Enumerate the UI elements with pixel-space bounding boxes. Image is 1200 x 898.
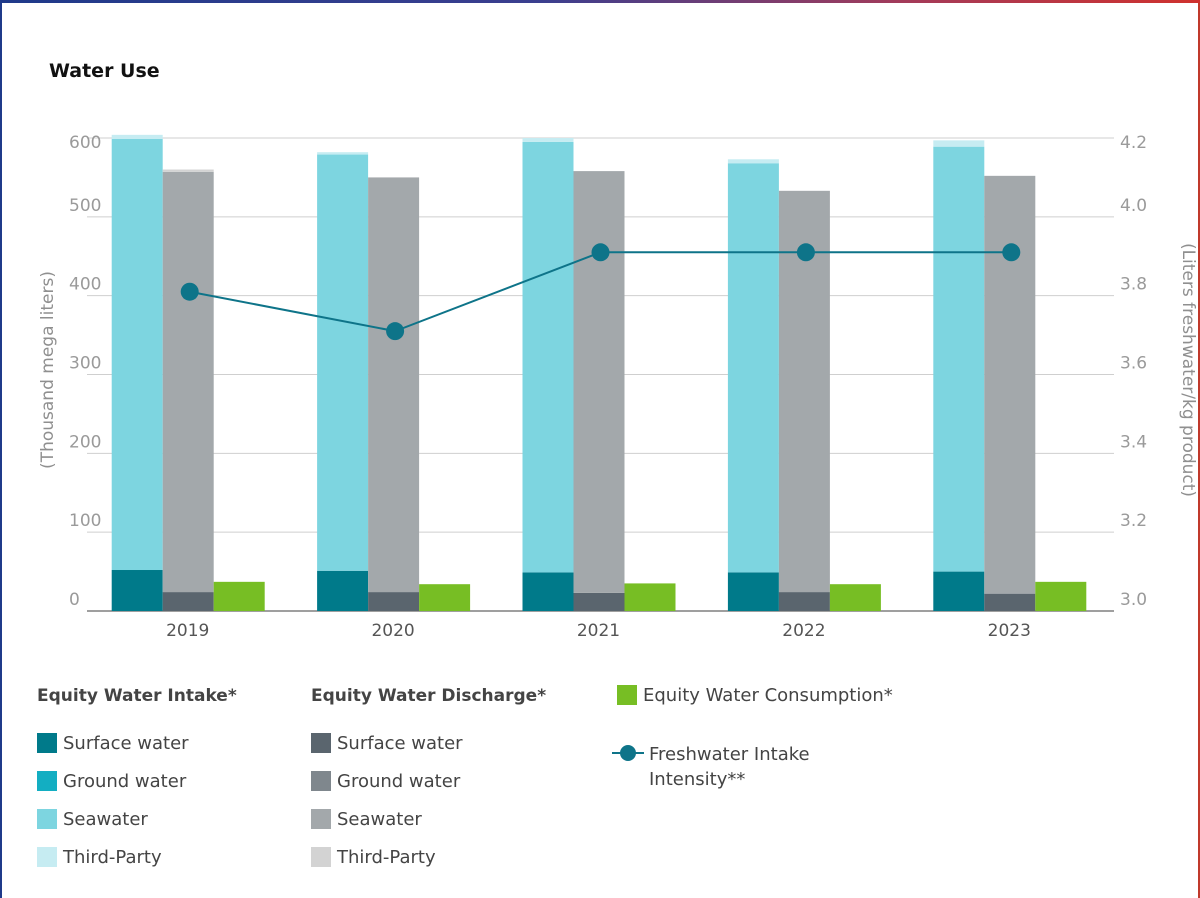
bar-discharge-third-party xyxy=(162,169,214,172)
legend: Equity Water Intake* Equity Water Dischar… xyxy=(37,685,893,868)
right-y-axis-ticks: 4.2 4.0 3.8 3.6 3.4 3.2 3.0 xyxy=(1120,133,1147,610)
bar-intake-surface-water xyxy=(933,571,985,611)
bar-intake-seawater xyxy=(727,163,779,573)
legend-swatch xyxy=(311,771,331,791)
bar-consumption xyxy=(624,583,676,611)
bar-consumption xyxy=(419,584,471,611)
intensity-point xyxy=(591,243,610,262)
bar-intake-third-party xyxy=(522,138,574,142)
bar-discharge-seawater xyxy=(368,177,420,593)
bar-discharge-seawater xyxy=(984,175,1036,594)
legend-swatch xyxy=(37,809,57,829)
bar-intake-third-party xyxy=(317,152,369,155)
bar-intake-surface-water xyxy=(111,570,163,611)
bar-discharge-surface-water xyxy=(778,592,830,611)
legend-item-label: Surface water xyxy=(63,733,189,754)
legend-heading-intake: Equity Water Intake* xyxy=(37,686,237,706)
bar-intake-surface-water xyxy=(727,572,779,611)
left-y-tick-label: 0 xyxy=(69,590,80,610)
right-y-tick-label: 3.4 xyxy=(1120,432,1147,452)
bar-consumption xyxy=(829,584,881,611)
bar-discharge-surface-water xyxy=(984,593,1036,611)
legend-swatch-consumption xyxy=(617,685,637,705)
bar-discharge-seawater xyxy=(573,171,625,593)
left-y-tick-label: 200 xyxy=(69,432,101,452)
bar-consumption xyxy=(1035,581,1087,611)
right-y-tick-label: 3.6 xyxy=(1120,354,1147,374)
bar-discharge-surface-water xyxy=(573,592,625,611)
bar-discharge-seawater xyxy=(162,171,214,593)
legend-item-label: Ground water xyxy=(63,771,187,792)
right-y-tick-label: 3.0 xyxy=(1120,590,1147,610)
x-axis-ticks: 2019 2020 2021 2022 2023 xyxy=(166,621,1031,641)
bar-intake-seawater xyxy=(317,154,369,571)
right-y-tick-label: 4.2 xyxy=(1120,133,1147,153)
legend-item-label: Equity Water Consumption* xyxy=(643,685,893,706)
legend-item-label: Ground water xyxy=(337,771,461,792)
x-tick-label: 2021 xyxy=(577,621,620,641)
legend-item-label: Seawater xyxy=(337,809,422,830)
chart-title: Water Use xyxy=(49,60,160,82)
right-y-axis-label: (Liters freshwater/kg product) xyxy=(1178,243,1198,497)
legend-item-label: Third-Party xyxy=(62,847,162,868)
legend-line-marker xyxy=(620,745,636,761)
intensity-point xyxy=(796,243,815,262)
right-y-tick-label: 3.2 xyxy=(1120,511,1147,531)
legend-swatch xyxy=(311,733,331,753)
right-y-tick-label: 3.8 xyxy=(1120,275,1147,295)
bar-intake-seawater xyxy=(522,141,574,573)
bar-consumption xyxy=(213,581,265,611)
intensity-point xyxy=(1002,243,1021,262)
bar-intake-third-party xyxy=(933,140,985,147)
left-y-tick-label: 500 xyxy=(69,196,101,216)
bar-intake-third-party xyxy=(111,134,163,139)
bar-intake-seawater xyxy=(111,138,163,571)
bar-intake-surface-water xyxy=(317,570,369,611)
bar-intake-surface-water xyxy=(522,572,574,611)
legend-swatch xyxy=(311,847,331,867)
legend-swatch xyxy=(37,847,57,867)
left-y-tick-label: 100 xyxy=(69,511,101,531)
legend-heading-discharge: Equity Water Discharge* xyxy=(311,686,546,706)
bar-discharge-surface-water xyxy=(368,592,420,611)
legend-item-label: Third-Party xyxy=(336,847,436,868)
intensity-point xyxy=(386,322,405,341)
bar-intake-seawater xyxy=(933,146,985,572)
legend-swatch xyxy=(37,771,57,791)
x-tick-label: 2023 xyxy=(988,621,1031,641)
x-tick-label: 2022 xyxy=(782,621,825,641)
legend-swatch xyxy=(311,809,331,829)
left-y-tick-label: 400 xyxy=(69,275,101,295)
left-y-axis-label: (Thousand mega liters) xyxy=(38,271,58,469)
bar-discharge-surface-water xyxy=(162,592,214,611)
intensity-line-series xyxy=(180,243,1021,341)
left-y-tick-label: 300 xyxy=(69,354,101,374)
legend-item-label-intensity: Freshwater Intake Intensity** xyxy=(649,744,810,790)
left-y-tick-label: 600 xyxy=(69,133,101,153)
bar-intake-third-party xyxy=(727,159,779,164)
x-tick-label: 2019 xyxy=(166,621,209,641)
x-tick-label: 2020 xyxy=(371,621,414,641)
legend-swatch xyxy=(37,733,57,753)
intensity-point xyxy=(180,282,199,301)
legend-item-label: Seawater xyxy=(63,809,148,830)
right-y-tick-label: 4.0 xyxy=(1120,196,1147,216)
left-y-axis-ticks: 600 500 400 300 200 100 0 xyxy=(69,133,101,610)
legend-item-label: Surface water xyxy=(337,733,463,754)
top-accent-bar xyxy=(2,0,1200,3)
bars xyxy=(111,134,1087,611)
